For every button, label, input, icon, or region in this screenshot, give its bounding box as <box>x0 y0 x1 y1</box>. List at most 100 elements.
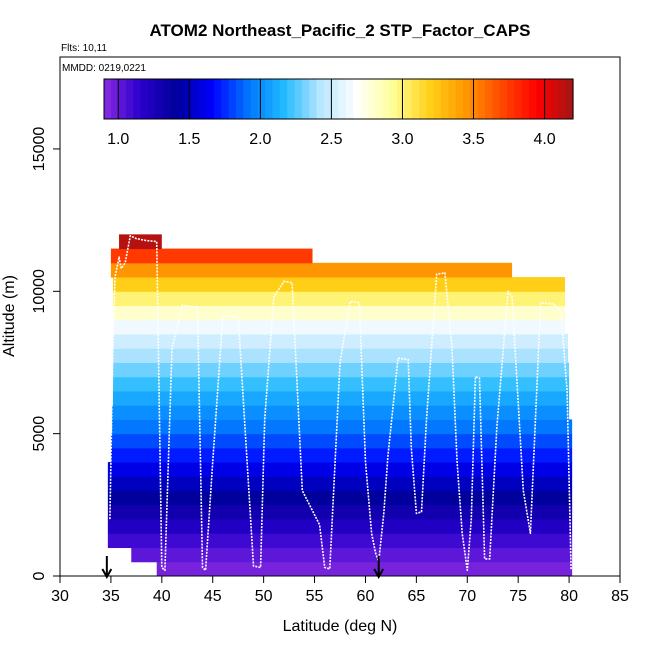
colorbar-cell-2 <box>118 79 127 119</box>
colorbar-cell-59 <box>536 79 545 119</box>
x-axis: 30 35 40 45 50 55 60 65 70 75 80 85 <box>51 576 629 605</box>
layer-band-21 <box>110 262 513 278</box>
y-axis: 0 5000 10000 15000 <box>31 127 60 580</box>
colorbar-cell-1 <box>111 79 120 119</box>
x-tick-label-0: 30 <box>51 588 69 605</box>
colorbar-cell-6 <box>147 79 156 119</box>
colorbar-cell-5 <box>140 79 149 119</box>
layer-band-20 <box>112 277 566 292</box>
x-tick-label-4: 50 <box>255 588 273 605</box>
colorbar-cell-19 <box>243 79 252 119</box>
colorbar-cell-0 <box>104 79 112 119</box>
x-tick-label-2: 40 <box>153 588 171 605</box>
colorbar-cell-47 <box>448 79 457 119</box>
colorbar-cell-42 <box>411 79 420 119</box>
colorbar-cell-28 <box>309 79 318 119</box>
colorbar-cell-56 <box>514 79 523 119</box>
layer-band-10 <box>111 419 573 435</box>
colorbar-tick-label-2: 2.0 <box>249 131 271 148</box>
colorbar: 1.0 1.5 2.0 2.5 3.0 3.5 4.0 <box>103 78 574 148</box>
colorbar-cell-58 <box>529 79 537 119</box>
layer-bands <box>107 234 573 577</box>
layer-band-22 <box>110 248 313 264</box>
colorbar-cell-8 <box>162 79 171 119</box>
colorbar-cell-33 <box>345 79 354 119</box>
colorbar-tick-label-4: 3.0 <box>391 131 413 148</box>
colorbar-tick-label-3: 2.5 <box>320 131 342 148</box>
colorbar-cell-16 <box>221 79 230 119</box>
colorbar-cell-22 <box>265 79 274 119</box>
colorbar-tick-label-0: 1.0 <box>107 131 129 148</box>
colorbar-cell-57 <box>521 79 530 119</box>
x-tick-label-9: 75 <box>509 588 527 605</box>
colorbar-cell-49 <box>463 79 472 119</box>
colorbar-cell-17 <box>228 79 237 119</box>
colorbar-cell-13 <box>199 79 208 119</box>
colorbar-cell-32 <box>338 79 347 119</box>
colorbar-cell-21 <box>257 79 266 119</box>
x-tick-label-6: 60 <box>357 588 375 605</box>
colorbar-cell-61 <box>551 79 559 119</box>
down-arrow-icon-1 <box>373 556 385 580</box>
colorbar-cell-30 <box>323 79 332 119</box>
layer-band-12 <box>112 390 570 406</box>
colorbar-cell-7 <box>155 79 164 119</box>
layer-band-4 <box>107 504 573 520</box>
colorbar-cell-48 <box>455 79 464 119</box>
layer-band-14 <box>112 362 570 378</box>
colorbar-tick-label-6: 4.0 <box>533 131 555 148</box>
x-axis-label: Latitude (deg N) <box>283 618 398 635</box>
chart-title: ATOM2 Northeast_Pacific_2 STP_Factor_CAP… <box>149 21 530 40</box>
colorbar-cell-20 <box>250 79 259 119</box>
y-tick-label-1: 5000 <box>31 416 48 452</box>
colorbar-cell-37 <box>375 79 384 119</box>
layer-band-23 <box>119 234 162 250</box>
colorbar-cell-35 <box>360 79 369 119</box>
x-tick-label-11: 85 <box>611 588 629 605</box>
layer-band-3 <box>107 519 573 534</box>
flights-annotation: Flts: 10,11 <box>61 43 107 54</box>
x-tick-label-8: 70 <box>458 588 476 605</box>
layer-band-2 <box>107 533 573 549</box>
layer-band-19 <box>112 291 566 307</box>
down-arrow-icon-0 <box>101 556 113 580</box>
colorbar-tick-label-5: 3.5 <box>462 131 484 148</box>
colorbar-cell-53 <box>492 79 501 119</box>
colorbar-cell-41 <box>404 79 413 119</box>
x-tick-label-7: 65 <box>407 588 425 605</box>
layer-band-1 <box>131 547 573 563</box>
colorbar-cell-51 <box>477 79 486 119</box>
layer-band-13 <box>112 376 570 392</box>
colorbar-cell-52 <box>485 79 493 119</box>
y-tick-label-2: 10000 <box>31 269 48 314</box>
colorbar-cell-40 <box>397 79 406 119</box>
colorbar-cell-12 <box>191 79 200 119</box>
colorbar-cell-54 <box>499 79 508 119</box>
colorbar-cell-3 <box>125 79 134 119</box>
colorbar-cell-36 <box>367 79 376 119</box>
colorbar-cell-10 <box>177 79 186 119</box>
date-annotation: MMDD: 0219,0221 <box>62 63 146 74</box>
colorbar-cell-38 <box>382 79 391 119</box>
layer-band-8 <box>110 447 573 463</box>
x-tick-label-5: 55 <box>306 588 324 605</box>
colorbar-cell-11 <box>184 79 193 119</box>
colorbar-cell-31 <box>331 79 340 119</box>
y-tick-label-3: 15000 <box>31 127 48 172</box>
plot-frame <box>59 56 621 577</box>
sounding-markers <box>101 556 385 580</box>
layer-band-6 <box>107 476 573 492</box>
colorbar-cell-4 <box>133 79 142 119</box>
colorbar-cell-45 <box>433 79 442 119</box>
layer-band-9 <box>110 433 573 449</box>
y-tick-label-0: 0 <box>31 571 48 580</box>
colorbar-cell-55 <box>507 79 515 119</box>
colorbar-cell-26 <box>294 79 303 119</box>
colorbar-cell-50 <box>470 79 479 119</box>
x-tick-label-10: 80 <box>560 588 578 605</box>
colorbar-cell-14 <box>206 79 215 119</box>
colorbar-cell-29 <box>316 79 325 119</box>
layer-band-7 <box>107 462 573 477</box>
colorbar-cell-9 <box>169 79 178 119</box>
